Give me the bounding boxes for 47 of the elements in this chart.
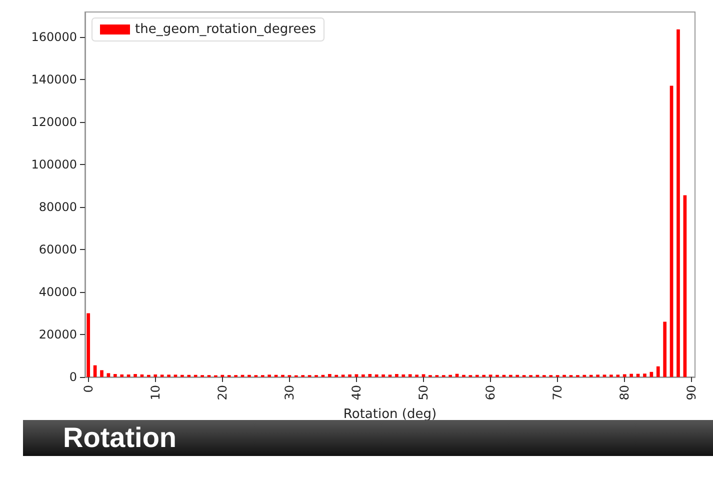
x-tick-label: 50 — [416, 385, 431, 400]
y-tick-label: 100000 — [31, 157, 77, 172]
bar — [676, 29, 680, 377]
bar — [328, 374, 332, 377]
y-tick-label: 120000 — [31, 114, 77, 129]
bar — [154, 374, 158, 377]
bar — [120, 374, 124, 377]
x-tick-label: 40 — [349, 385, 364, 400]
y-tick-label: 20000 — [38, 327, 77, 342]
bar — [630, 374, 633, 377]
y-tick-label: 140000 — [31, 72, 77, 86]
bar — [656, 366, 660, 377]
bar — [622, 374, 626, 377]
y-tick-label: 40000 — [38, 284, 77, 299]
x-tick-label: 90 — [684, 385, 699, 400]
bar — [134, 374, 137, 377]
x-tick-label: 80 — [618, 385, 632, 400]
bar — [362, 374, 365, 377]
bar — [663, 322, 667, 377]
bar — [348, 374, 352, 377]
bar — [86, 313, 90, 377]
bar — [422, 374, 426, 377]
x-axis-title: Rotation (deg) — [343, 407, 437, 422]
x-tick-label: 0 — [81, 385, 96, 393]
y-tick-label: 160000 — [31, 30, 77, 44]
x-tick-label: 20 — [215, 385, 230, 400]
x-tick-label: 70 — [550, 385, 565, 400]
caption-banner: Rotation — [23, 420, 713, 456]
bar — [113, 374, 117, 377]
bar — [374, 374, 378, 377]
bar — [382, 374, 385, 377]
x-tick-label: 60 — [484, 385, 498, 400]
x-tick-label: 10 — [148, 385, 162, 400]
y-tick-label: 60000 — [38, 242, 77, 256]
bar — [354, 374, 358, 377]
bar — [395, 374, 398, 377]
x-tick-label: 30 — [282, 385, 296, 400]
bar — [368, 374, 372, 377]
bar — [683, 195, 687, 377]
bar — [100, 370, 104, 377]
bar — [106, 373, 110, 377]
bar — [402, 374, 406, 377]
bar — [643, 374, 646, 377]
legend-label: the_geom_rotation_degrees — [135, 22, 316, 37]
bar — [408, 374, 412, 377]
y-tick-label: 80000 — [38, 200, 77, 214]
y-tick-label: 0 — [69, 370, 77, 384]
